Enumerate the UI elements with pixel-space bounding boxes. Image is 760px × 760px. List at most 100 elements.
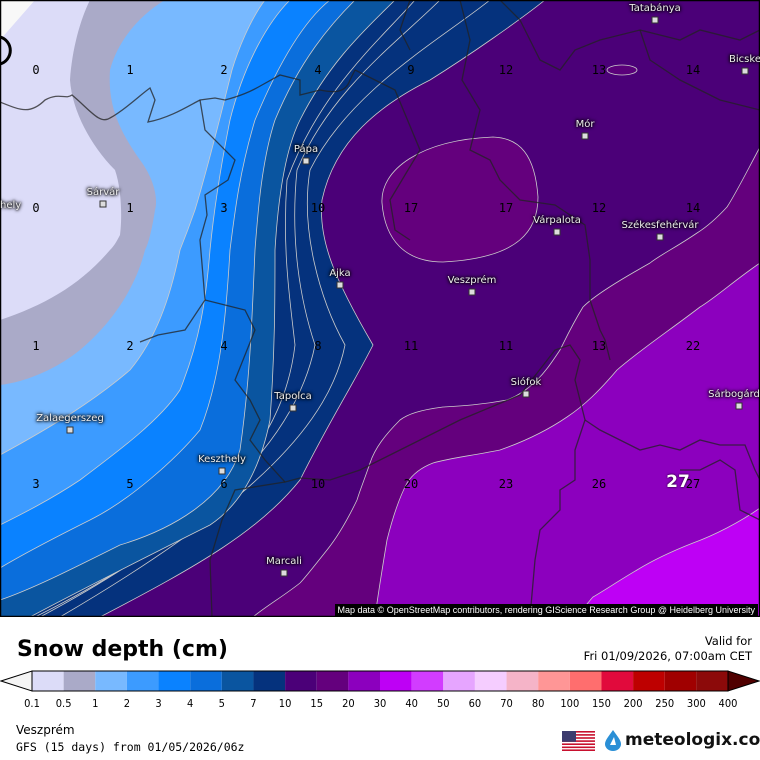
legend-swatch xyxy=(601,671,634,691)
city-dot-icon xyxy=(741,67,749,75)
city-dot-icon xyxy=(553,228,561,236)
legend-tick-label: 15 xyxy=(310,697,324,710)
legend-swatch xyxy=(443,671,475,691)
legend-tick-label: 0.1 xyxy=(24,697,40,710)
legend-over-arrow xyxy=(727,670,760,692)
legend-swatch xyxy=(380,671,412,691)
city-dot-icon xyxy=(336,281,344,289)
grid-value: 14 xyxy=(685,201,701,215)
chart-title: Snow depth (cm) xyxy=(17,637,228,662)
city-label: Tapolca xyxy=(274,391,312,402)
grid-value: 9 xyxy=(407,63,415,77)
valid-time: Valid for Fri 01/09/2026, 07:00am CET xyxy=(584,634,752,664)
grid-value: 4 xyxy=(314,63,322,77)
brand-text: meteologix.com xyxy=(625,730,760,750)
legend-tick-label: 70 xyxy=(500,697,513,710)
city-label: Pápa xyxy=(293,144,319,155)
city-dot-icon xyxy=(289,404,297,412)
contour-layer xyxy=(0,0,760,617)
legend-swatch xyxy=(506,671,539,691)
admin-borders xyxy=(0,0,760,617)
grid-value: 8 xyxy=(314,339,322,353)
legend-tick-label: 300 xyxy=(686,697,706,710)
meteologix-drop-icon xyxy=(605,730,621,751)
legend-tick-label: 60 xyxy=(468,697,482,710)
grid-value: 17 xyxy=(498,201,514,215)
band-20-30 xyxy=(374,262,760,617)
city-label: Mór xyxy=(575,119,595,130)
legend-swatch xyxy=(633,671,665,691)
blob-15-20 xyxy=(381,136,539,263)
grid-value: 1 xyxy=(32,339,40,353)
legend-tick-label: 3 xyxy=(155,697,162,710)
legend-swatch xyxy=(95,671,127,691)
grid-value: 26 xyxy=(591,477,607,491)
legend-tick-label: 100 xyxy=(560,697,580,710)
legend-tick-label: 1 xyxy=(92,697,99,710)
city-dot-icon xyxy=(218,467,226,475)
location-name: Veszprém xyxy=(16,723,75,737)
legend-under-arrow xyxy=(0,670,33,692)
city-label: Bicske xyxy=(729,54,760,65)
legend-swatch xyxy=(158,671,191,691)
band-below-0.1 xyxy=(0,0,35,40)
legend-tick-label: 250 xyxy=(655,697,675,710)
grid-value: 20 xyxy=(403,477,419,491)
legend-swatch xyxy=(474,671,507,691)
legend-frame xyxy=(31,670,729,692)
model-run: GFS (15 days) from 01/05/2026/06z xyxy=(16,740,245,754)
grid-value: 5 xyxy=(126,477,134,491)
grid-value: 6 xyxy=(220,477,228,491)
city-dot-icon xyxy=(735,402,743,410)
grid-value: 22 xyxy=(685,339,701,353)
grid-value: 0 xyxy=(32,201,40,215)
small-contour xyxy=(606,64,638,76)
city-label: Veszprém xyxy=(447,275,497,286)
legend-swatch xyxy=(253,671,286,691)
legend-swatch xyxy=(664,671,697,691)
city-dot-icon xyxy=(581,132,589,140)
legend-tick-label: 150 xyxy=(592,697,611,710)
grid-value: 11 xyxy=(403,339,419,353)
city-label: hely xyxy=(0,200,22,211)
legend-swatch xyxy=(569,671,602,691)
legend-swatch xyxy=(221,671,254,691)
city-label: Marcali xyxy=(266,556,302,567)
grid-value: 13 xyxy=(591,63,607,77)
city-dot-icon xyxy=(99,200,107,208)
grid-value: 3 xyxy=(32,477,40,491)
city-label: Tatabánya xyxy=(629,3,681,14)
valid-label: Valid for xyxy=(704,634,752,648)
grid-value: 11 xyxy=(498,339,514,353)
city-dot-icon xyxy=(302,157,310,165)
legend-tick-label: 20 xyxy=(342,697,355,710)
legend-tick-label: 4 xyxy=(187,697,194,710)
location-value-highlight: 27 xyxy=(666,472,690,492)
legend-swatch xyxy=(63,671,96,691)
legend-tick-label: 2 xyxy=(123,697,131,710)
snow-depth-map[interactable]: Tatabánya Bicske Mór Pápa Sárvár hely Várpalot… xyxy=(0,0,760,617)
legend-swatch xyxy=(32,671,64,691)
meteologix-logo[interactable]: meteologix.com xyxy=(603,729,760,751)
legend-swatch xyxy=(411,671,444,691)
legend-swatch xyxy=(538,671,570,691)
legend-swatch xyxy=(348,671,380,691)
legend-tick-label: 5 xyxy=(218,697,225,710)
valid-time-value: Fri 01/09/2026, 07:00am CET xyxy=(583,649,752,663)
legend-swatch xyxy=(696,671,728,691)
city-dot-icon xyxy=(468,288,476,296)
grid-value: 3 xyxy=(220,201,228,215)
city-label: Zalaegerszeg xyxy=(36,413,104,424)
legend-tick-label: 40 xyxy=(405,697,418,710)
city-dot-icon xyxy=(66,426,74,434)
city-label: Székesfehérvár xyxy=(621,220,699,231)
grid-value: 10 xyxy=(310,201,326,215)
band-0.1-0.5 xyxy=(0,0,122,320)
grid-value: 2 xyxy=(126,339,134,353)
grid-value: 2 xyxy=(220,63,228,77)
map-credit[interactable]: Map data © OpenStreetMap contributors, r… xyxy=(334,604,758,616)
legend-tick-label: 0.5 xyxy=(55,697,72,710)
grid-value: 1 xyxy=(126,63,134,77)
us-flag-icon[interactable] xyxy=(562,731,595,751)
grid-value: 23 xyxy=(498,477,514,491)
